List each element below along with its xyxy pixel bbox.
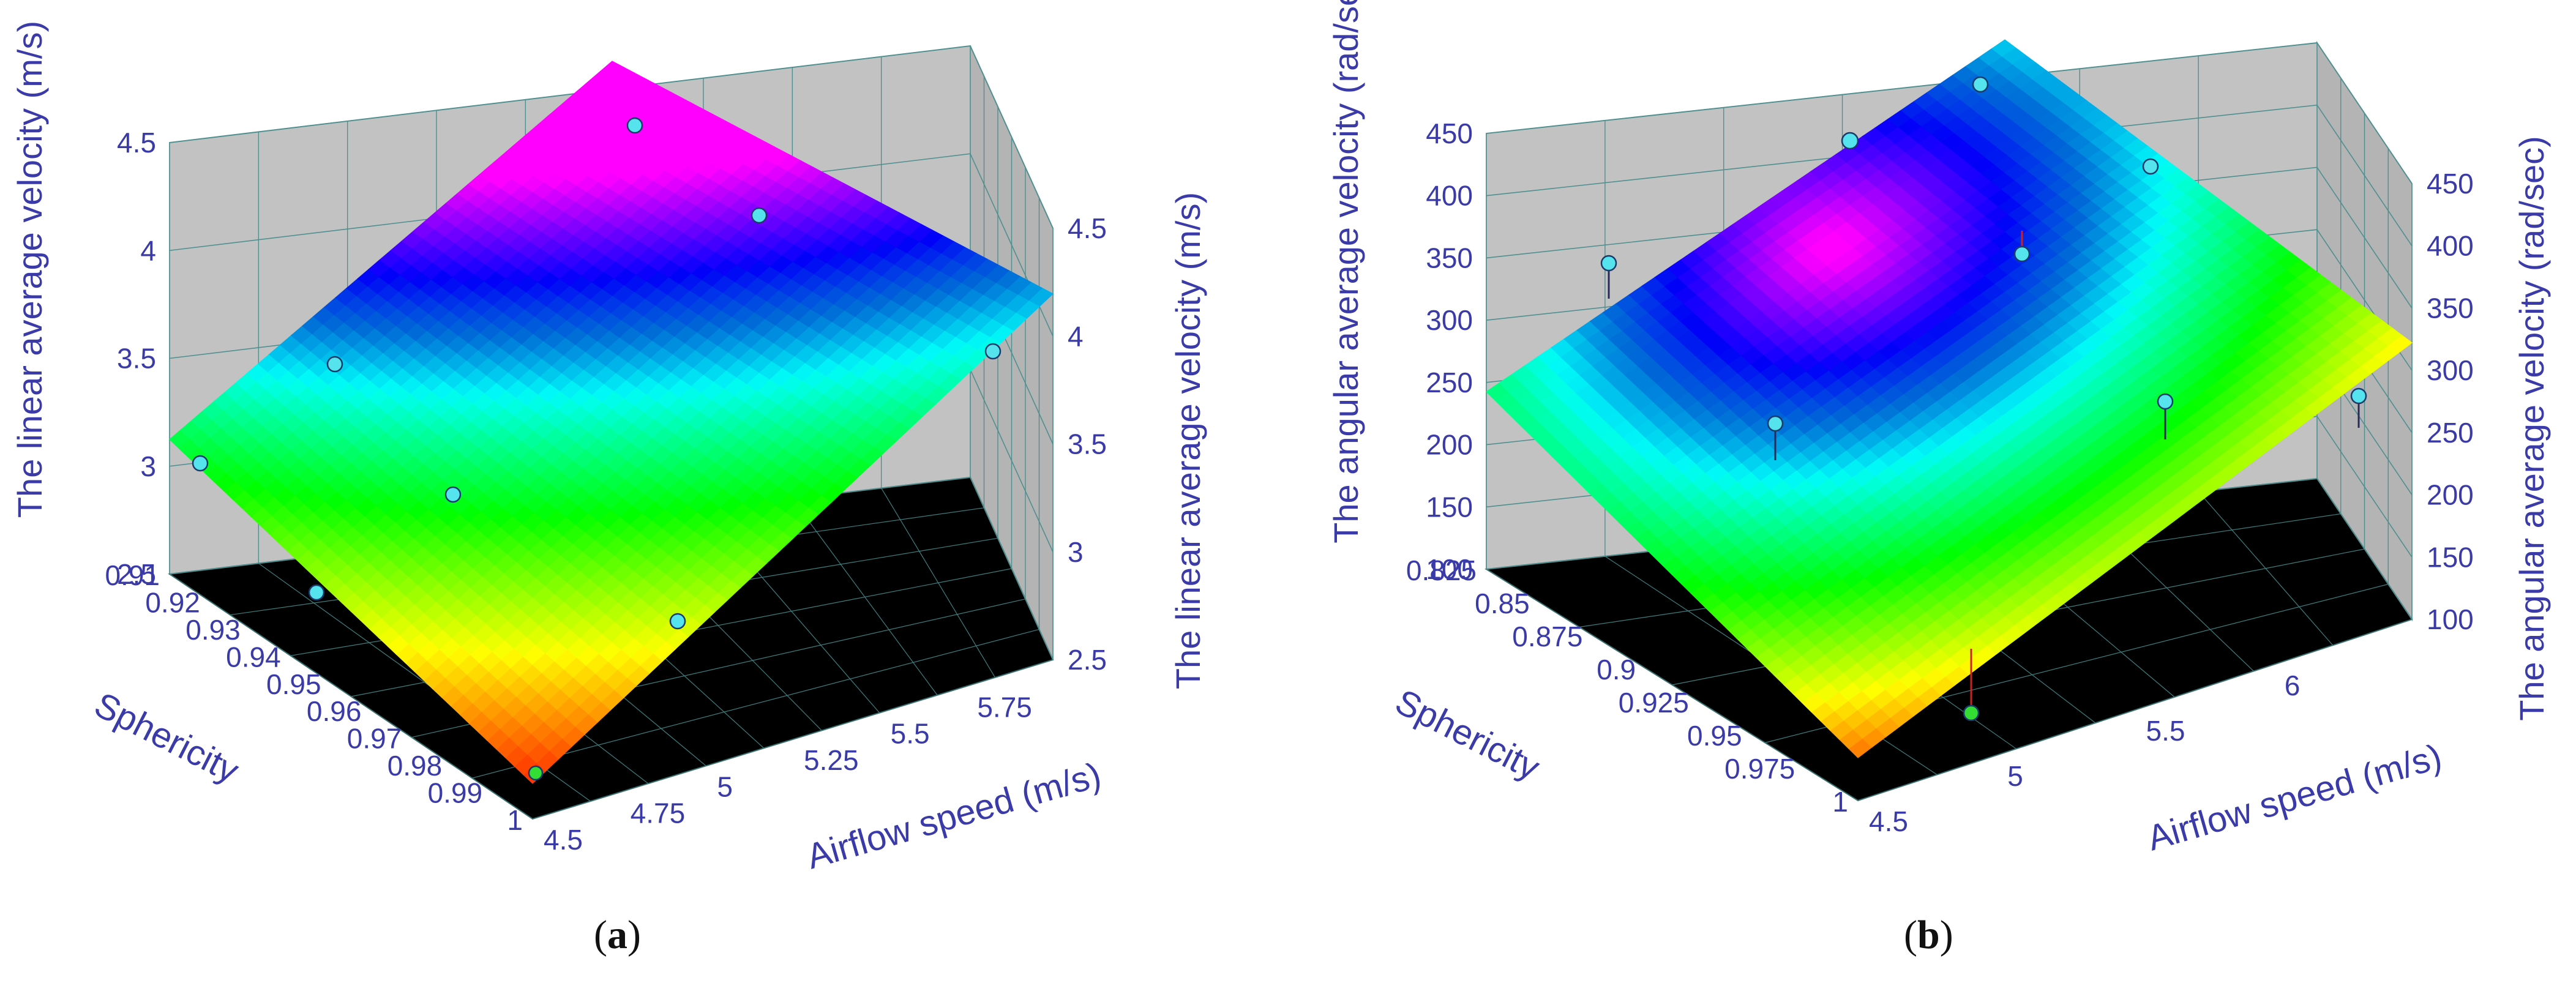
z-tick-label-right: 4.5	[1068, 212, 1107, 244]
y-tick-label: 0.925	[1619, 687, 1689, 719]
y-tick-label: 0.92	[145, 586, 200, 618]
design-point	[308, 584, 325, 601]
z-tick-label-left: 2.5	[117, 558, 156, 590]
y-axis-title: Sphericity	[1389, 682, 1546, 788]
wall-gridline	[1486, 104, 2413, 247]
design-point	[1600, 255, 1617, 272]
y-tick-label: 1	[507, 804, 523, 836]
panel-label-b: (b)	[1904, 913, 1953, 957]
design-point	[1963, 704, 1980, 722]
panel-b: 100 100 150 150 200 200 250 250 300 300 350 350 400 4…	[1327, 0, 2551, 858]
y-tick-label: 1	[1832, 786, 1848, 818]
y-tick-label: 0.875	[1512, 621, 1582, 652]
z-tick-label-right: 3.5	[1068, 428, 1107, 460]
design-point	[444, 486, 462, 503]
response-surface	[169, 61, 1054, 784]
x-tick-label: 4.5	[544, 824, 583, 856]
y-tick-label: 0.91	[105, 559, 160, 591]
y-tick-label: 0.94	[226, 641, 281, 673]
z-tick-label-left: 200	[1426, 429, 1473, 461]
z-tick-label-right: 450	[2427, 168, 2474, 200]
y-tick-label: 0.85	[1475, 588, 1530, 619]
z-tick-label-left: 250	[1426, 367, 1473, 398]
z-tick-label-left: 350	[1426, 242, 1473, 274]
x-tick-label: 4.5	[1869, 805, 1908, 837]
y-tick-label: 0.825	[1406, 555, 1477, 586]
y-tick-label: 0.95	[266, 668, 321, 700]
z-tick-label-left: 100	[1426, 553, 1473, 585]
x-tick-label: 5.5	[891, 718, 930, 750]
design-point	[984, 343, 1002, 360]
z-tick-label-right: 200	[2427, 479, 2474, 511]
surface-patch	[600, 61, 624, 77]
y-tick-label: 0.99	[428, 777, 483, 809]
design-point	[2013, 245, 2031, 263]
design-point	[751, 207, 768, 224]
design-point	[669, 613, 686, 630]
x-tick-label: 5.25	[804, 744, 859, 776]
y-tick-label: 0.96	[307, 695, 362, 727]
panel-label-a: (a)	[594, 913, 641, 957]
z-tick-label-right: 250	[2427, 417, 2474, 449]
y-axis-title: Sphericity	[88, 685, 245, 791]
z-tick-label-right: 2.5	[1068, 644, 1107, 676]
z-axis-title-left: The linear average velocity (m/s)	[10, 21, 49, 518]
design-point	[2142, 158, 2159, 175]
design-point	[2157, 393, 2174, 410]
z-tick-label-left: 150	[1426, 491, 1473, 523]
x-tick-label: 5.5	[2146, 715, 2185, 747]
z-axis-title-right: The angular average velocity (rad/sec)	[2512, 136, 2551, 721]
design-point	[1841, 132, 1859, 150]
z-tick-label-right: 4	[1068, 320, 1084, 352]
z-axis-title-right: The linear average velocity (m/s)	[1169, 192, 1207, 689]
y-tick-label: 0.9	[1597, 654, 1636, 685]
z-tick-label-right: 300	[2427, 354, 2474, 386]
z-tick-label-left: 3.5	[117, 343, 156, 375]
z-tick-label-left: 4.5	[117, 127, 156, 159]
wall-gridline	[1486, 42, 2413, 184]
y-tick-label: 0.97	[347, 723, 402, 755]
design-point	[1972, 76, 1989, 93]
x-tick-label: 6	[2285, 670, 2301, 701]
design-point	[2350, 387, 2367, 405]
design-point	[326, 356, 343, 373]
response-surface	[1486, 39, 2413, 758]
z-axis-title-left: The angular average velocity (rad/sec)	[1327, 0, 1365, 543]
z-tick-label-right: 150	[2427, 541, 2474, 573]
z-tick-label-right: 100	[2427, 603, 2474, 635]
z-tick-label-left: 3	[140, 450, 156, 482]
surface-patch	[1991, 39, 2016, 57]
floor-gridline	[472, 629, 1039, 779]
design-point	[1767, 415, 1784, 432]
z-tick-label-right: 3	[1068, 536, 1084, 568]
y-tick-label: 0.93	[185, 614, 241, 646]
panel-a: 2.52.5333.53.5444.54.510.990.980.970.960…	[10, 21, 1207, 877]
x-tick-label: 4.75	[631, 797, 686, 829]
y-tick-label: 0.975	[1724, 753, 1795, 785]
x-tick-label: 5	[717, 771, 733, 802]
z-tick-label-right: 400	[2427, 230, 2474, 262]
y-tick-label: 0.98	[388, 750, 443, 782]
z-tick-label-right: 350	[2427, 292, 2474, 324]
z-tick-label-left: 300	[1426, 304, 1473, 336]
design-point	[192, 455, 209, 472]
design-point	[626, 117, 643, 134]
x-tick-label: 5	[2007, 760, 2023, 792]
design-point	[528, 765, 544, 781]
z-tick-label-left: 450	[1426, 118, 1473, 149]
z-tick-label-left: 400	[1426, 180, 1473, 212]
y-tick-label: 0.95	[1687, 720, 1742, 752]
x-axis-title: Airflow speed (m/s)	[2143, 736, 2446, 858]
z-tick-label-left: 4	[140, 234, 156, 266]
x-tick-label: 5.75	[977, 691, 1032, 723]
